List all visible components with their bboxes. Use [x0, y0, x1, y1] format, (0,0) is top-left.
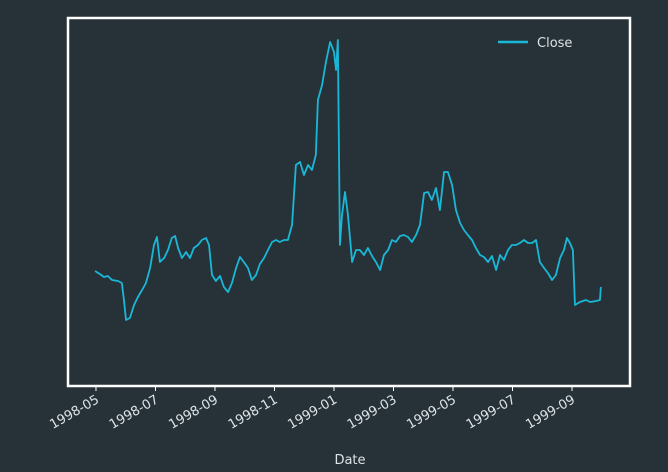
series-line — [94, 39, 602, 321]
plot-frame — [66, 16, 632, 388]
x-axis-label: Date — [334, 453, 365, 468]
legend-label: Close — [537, 36, 572, 51]
